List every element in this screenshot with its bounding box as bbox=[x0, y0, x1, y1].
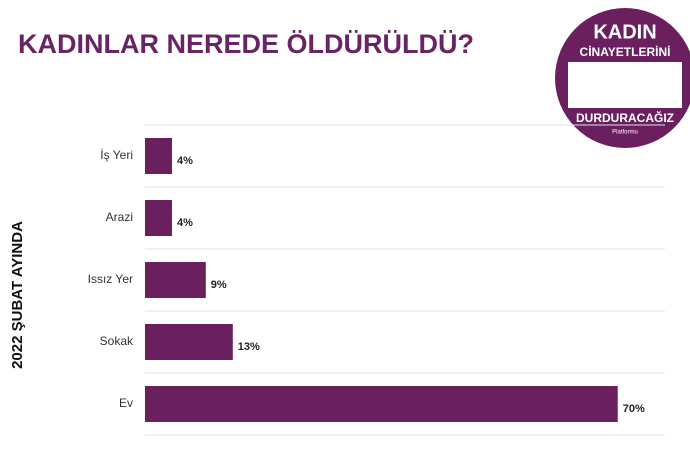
value-label: 70% bbox=[623, 403, 645, 415]
y-tick-label: İş Yeri bbox=[100, 148, 133, 162]
y-tick-label: Ev bbox=[119, 396, 133, 410]
value-label: 9% bbox=[211, 279, 227, 291]
logo-text: CİNAYETLERİNİ bbox=[580, 44, 671, 59]
y-tick-label: Issız Yer bbox=[88, 272, 133, 286]
y-axis-label: 2022 ŞUBAT AYINDA bbox=[9, 221, 26, 369]
bar bbox=[145, 262, 206, 298]
y-tick-label: Sokak bbox=[100, 334, 134, 348]
bar bbox=[145, 200, 173, 236]
logo-text: KADIN bbox=[593, 21, 656, 43]
y-tick-label: Arazi bbox=[106, 210, 133, 224]
logo-photos bbox=[568, 62, 682, 108]
value-label: 13% bbox=[238, 341, 260, 353]
logo-text: Platformu bbox=[612, 130, 638, 136]
logo: KADIN CİNAYETLERİNİ DURDURACAĞIZ Platfor… bbox=[555, 8, 690, 148]
value-label: 4% bbox=[177, 155, 193, 167]
value-label: 4% bbox=[177, 217, 193, 229]
bar bbox=[145, 138, 173, 174]
bar bbox=[145, 386, 618, 422]
bar bbox=[145, 324, 233, 360]
chart-title: KADINLAR NEREDE ÖLDÜRÜLDÜ? bbox=[18, 29, 474, 59]
logo-text: DURDURACAĞIZ bbox=[576, 110, 674, 125]
